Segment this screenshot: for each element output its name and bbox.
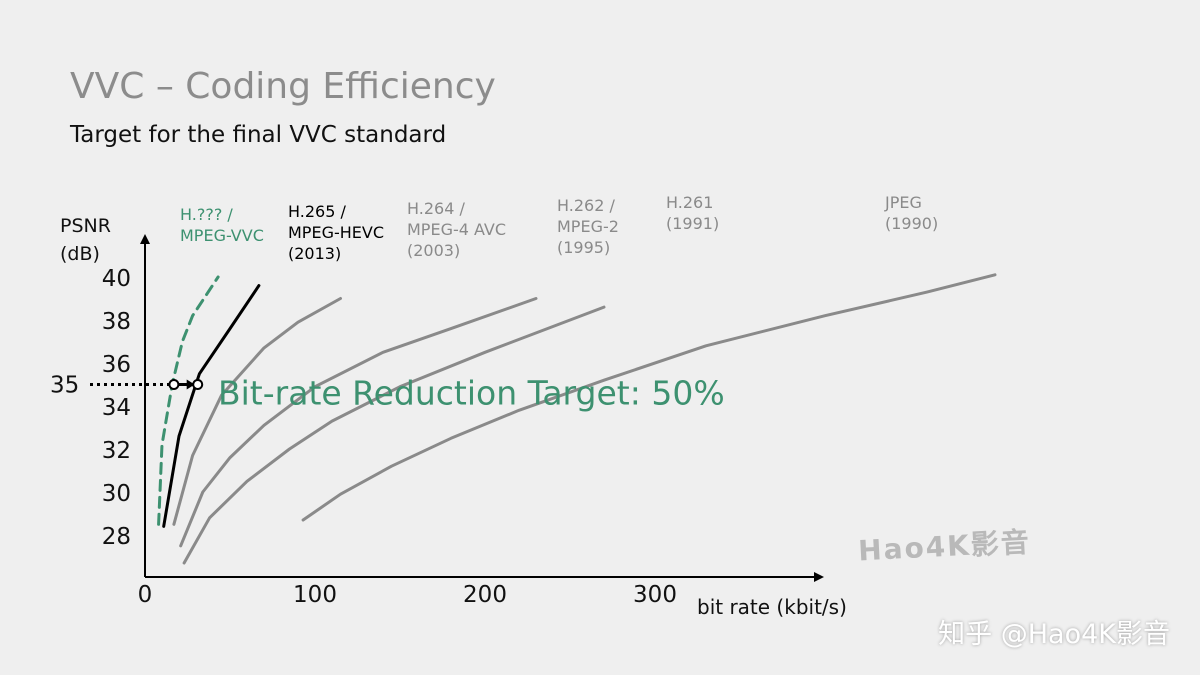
series-line-0 xyxy=(157,275,220,526)
x-tick-label: 200 xyxy=(463,582,507,608)
y-tick-label: 34 xyxy=(102,395,131,421)
series-label-0: MPEG-VVC xyxy=(180,226,264,245)
series-label-2: (2003) xyxy=(407,241,460,260)
watermark-corner: 知乎 @Hao4K影音 xyxy=(938,619,1170,650)
series-line-5 xyxy=(301,273,997,522)
slide-subtitle: Target for the final VVC standard xyxy=(70,122,447,148)
series-line-3 xyxy=(179,297,538,548)
series-label-3: H.262 / xyxy=(557,196,615,215)
x-axis-title: bit rate (kbit/s) xyxy=(697,595,847,619)
series-label-1: H.265 / xyxy=(288,202,346,221)
highlight-arrowhead xyxy=(186,379,195,390)
highlight-psnr-label: 35 xyxy=(50,373,79,399)
y-tick-label: 30 xyxy=(102,481,131,507)
series-label-0: H.??? / xyxy=(180,205,233,224)
x-tick-label: 100 xyxy=(293,582,337,608)
slide-title: VVC – Coding Efficiency xyxy=(70,66,496,107)
highlight-point-0 xyxy=(168,379,180,390)
series-label-1: MPEG-HEVC xyxy=(288,223,384,242)
series-label-4: (1991) xyxy=(666,214,719,233)
y-tick-label: 40 xyxy=(102,266,131,292)
series-line-1 xyxy=(162,284,261,528)
y-tick-label: 38 xyxy=(102,309,131,335)
series-label-1: (2013) xyxy=(288,244,341,263)
y-tick-label: 36 xyxy=(102,352,131,378)
series-label-5: (1990) xyxy=(885,214,938,233)
x-tick-label: 300 xyxy=(633,582,677,608)
series-line-4 xyxy=(182,305,606,565)
series-label-2: H.264 / xyxy=(407,199,465,218)
series-label-3: MPEG-2 xyxy=(557,217,619,236)
series-label-2: MPEG-4 AVC xyxy=(407,220,506,239)
series-line-2 xyxy=(172,297,342,526)
x-tick-label: 0 xyxy=(138,582,153,608)
series-label-3: (1995) xyxy=(557,238,610,257)
y-tick-label: 28 xyxy=(102,524,131,550)
y-axis-title: PSNR xyxy=(60,215,111,237)
highlight-annotation: Bit-rate Reduction Target: 50% xyxy=(218,374,725,413)
series-label-4: H.261 xyxy=(666,193,713,212)
y-axis-title: (dB) xyxy=(60,243,100,265)
y-tick-label: 32 xyxy=(102,438,131,464)
highlight-point-1 xyxy=(192,379,204,390)
series-label-5: JPEG xyxy=(884,193,922,212)
